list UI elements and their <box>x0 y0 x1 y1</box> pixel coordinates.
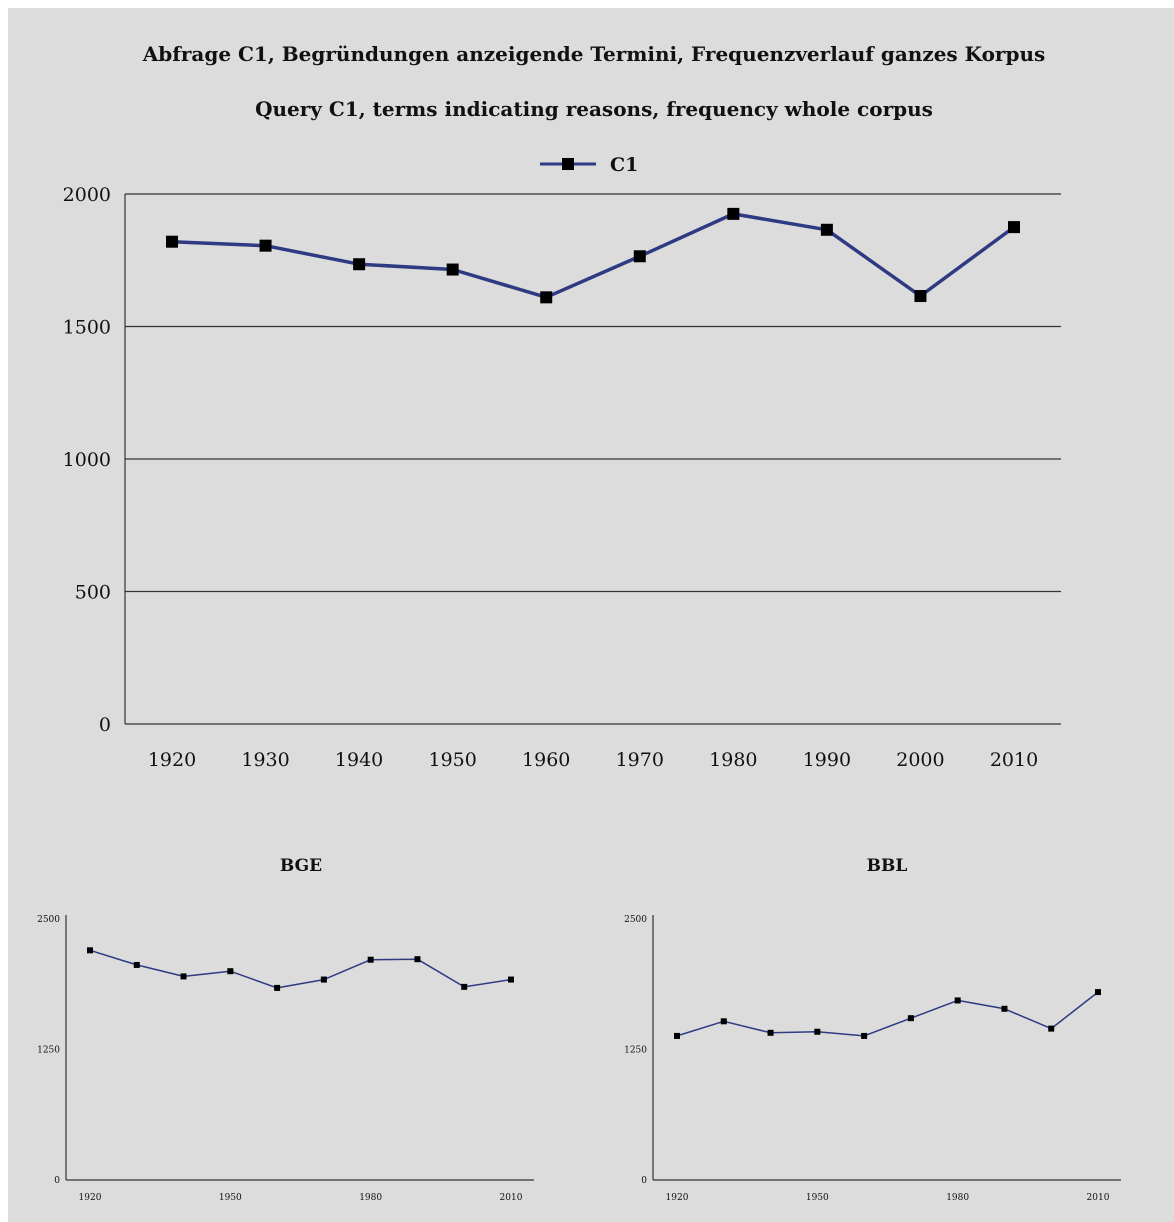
main-x-tick-label: 1950 <box>428 749 476 771</box>
bbl-x-tick-label: 1980 <box>946 1193 969 1203</box>
legend-marker-swatch <box>562 158 574 170</box>
bge-x-tick-label: 1920 <box>79 1193 102 1203</box>
bge-data-point <box>508 976 514 983</box>
main-data-point <box>633 250 646 263</box>
main-chart-legend: C1 <box>540 154 638 176</box>
main-x-tick-label: 1930 <box>241 749 289 771</box>
main-x-tick-label: 1970 <box>616 749 664 771</box>
legend-label-c1: C1 <box>610 154 638 176</box>
figure-panel <box>8 8 1174 1222</box>
main-x-tick-label: 1940 <box>335 749 383 771</box>
main-data-point <box>820 223 833 236</box>
main-chart-title: Abfrage C1, Begründungen anzeigende Term… <box>142 42 1046 66</box>
bge-x-tick-label: 1980 <box>359 1193 382 1203</box>
bbl-data-point <box>720 1018 727 1025</box>
main-y-tick-label: 1000 <box>63 449 111 471</box>
bge-data-point <box>133 961 140 968</box>
bbl-data-point <box>674 1032 680 1039</box>
main-data-point <box>727 207 740 220</box>
bbl-data-point <box>907 1015 914 1022</box>
main-data-point <box>540 291 553 304</box>
main-data-point <box>914 290 927 303</box>
main-x-tick-label: 1990 <box>803 749 851 771</box>
main-chart-subtitle: Query C1, terms indicating reasons, freq… <box>255 97 933 121</box>
bge-series-line <box>89 949 512 989</box>
bge-y-tick-label: 1250 <box>37 1046 60 1056</box>
main-data-point <box>1008 221 1020 234</box>
bge-x-tick-label: 2010 <box>500 1193 523 1203</box>
bge-y-tick-label: 0 <box>54 1176 60 1186</box>
bge-data-point <box>414 956 421 963</box>
bbl-data-point <box>954 997 961 1004</box>
bge-chart-title: BGE <box>280 856 322 876</box>
bge-x-tick-label: 1950 <box>219 1193 242 1203</box>
bge-data-point <box>320 976 327 983</box>
bbl-y-tick-label: 1250 <box>624 1046 647 1056</box>
main-y-tick-label: 1500 <box>63 317 111 339</box>
main-data-point <box>259 239 272 252</box>
main-x-tick-label: 1920 <box>148 749 196 771</box>
bbl-data-point <box>861 1032 868 1039</box>
bbl-data-point <box>1001 1005 1008 1012</box>
main-data-point <box>353 258 366 271</box>
bbl-chart-title: BBL <box>867 856 908 876</box>
bge-chart-plot: 0 1250 2500 1920 1950 1980 2010 <box>37 915 534 1203</box>
bbl-data-point <box>814 1028 821 1035</box>
main-y-tick-label: 0 <box>99 714 111 736</box>
bbl-x-tick-label: 1950 <box>806 1193 829 1203</box>
main-data-point <box>166 235 178 248</box>
bbl-y-tick-label: 2500 <box>624 915 647 925</box>
bge-data-point <box>274 984 281 991</box>
main-series-line <box>171 212 1016 300</box>
main-x-tick-label: 2000 <box>896 749 944 771</box>
bbl-x-tick-label: 1920 <box>666 1193 689 1203</box>
bge-data-point <box>87 947 93 954</box>
bge-y-tick-label: 2500 <box>37 915 60 925</box>
bge-data-point <box>227 968 234 975</box>
bbl-data-point <box>1095 989 1101 996</box>
bbl-y-tick-label: 0 <box>641 1176 647 1186</box>
main-chart-plot: 0 500 1000 1500 2000 1920 1930 1940 1950 1960 1970… <box>63 184 1061 771</box>
bbl-chart-plot: 0 1250 2500 1920 1950 1980 2010 <box>624 915 1121 1203</box>
bge-data-point <box>180 973 187 980</box>
main-y-tick-label: 500 <box>75 582 111 604</box>
bge-data-point <box>461 983 468 990</box>
main-x-tick-label: 1960 <box>522 749 570 771</box>
main-y-tick-label: 2000 <box>63 184 111 206</box>
main-x-tick-label: 2010 <box>990 749 1038 771</box>
main-x-tick-label: 1980 <box>709 749 757 771</box>
bbl-data-point <box>1048 1025 1055 1032</box>
main-data-point <box>446 263 459 276</box>
bge-data-point <box>367 956 374 963</box>
bbl-x-tick-label: 2010 <box>1087 1193 1110 1203</box>
bbl-series-line <box>676 991 1099 1037</box>
bbl-data-point <box>767 1029 774 1036</box>
